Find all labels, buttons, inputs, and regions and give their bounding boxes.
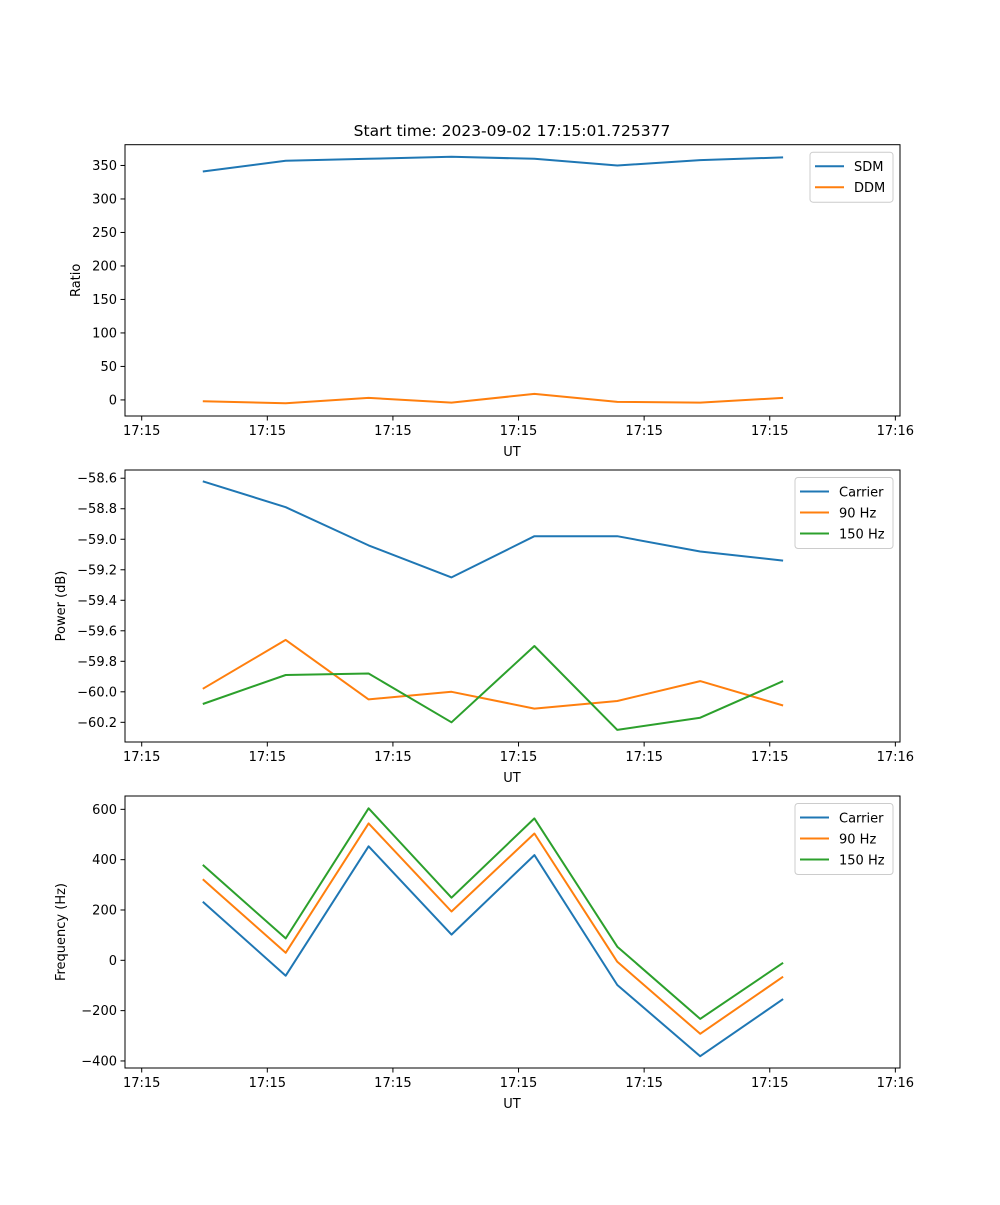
x-tick-label: 17:15 <box>751 424 788 439</box>
y-tick-label: −58.6 <box>77 472 117 487</box>
y-tick-label: 250 <box>92 226 117 241</box>
y-tick-label: 300 <box>92 192 117 207</box>
y-tick-label: −59.8 <box>77 655 117 670</box>
x-tick-label: 17:15 <box>374 424 411 439</box>
x-axis-label: UT <box>503 771 521 786</box>
x-tick-label: 17:16 <box>877 424 914 439</box>
y-tick-label: 350 <box>92 159 117 174</box>
axes-frame <box>125 796 900 1068</box>
y-tick-label: 200 <box>92 259 117 274</box>
y-tick-label: 200 <box>92 903 117 918</box>
x-tick-label: 17:15 <box>500 750 537 765</box>
legend-label: 150 Hz <box>839 854 885 869</box>
legend-label: Carrier <box>839 486 884 501</box>
series-line-carrier <box>203 481 783 577</box>
series-line-150-hz <box>203 646 783 730</box>
legend-label: 90 Hz <box>839 507 876 522</box>
y-tick-label: −58.8 <box>77 502 117 517</box>
x-tick-label: 17:15 <box>249 750 286 765</box>
x-tick-label: 17:15 <box>249 424 286 439</box>
x-tick-label: 17:15 <box>625 1076 662 1091</box>
x-tick-label: 17:15 <box>625 750 662 765</box>
x-axis-label: UT <box>503 1097 521 1112</box>
x-tick-label: 17:15 <box>123 424 160 439</box>
x-tick-label: 17:16 <box>877 750 914 765</box>
y-tick-label: −400 <box>81 1054 117 1069</box>
x-tick-label: 17:15 <box>751 1076 788 1091</box>
axes-frame <box>125 145 900 416</box>
y-axis-label: Power (dB) <box>54 571 69 642</box>
legend-label: Carrier <box>839 812 884 827</box>
chart-title: Start time: 2023-09-02 17:15:01.725377 <box>354 122 671 140</box>
y-tick-label: −60.2 <box>77 716 117 731</box>
y-tick-label: 600 <box>92 803 117 818</box>
y-tick-label: −60.0 <box>77 685 117 700</box>
series-line-sdm <box>203 157 783 172</box>
x-tick-label: 17:15 <box>374 750 411 765</box>
y-tick-label: 0 <box>109 954 117 969</box>
legend-label: 90 Hz <box>839 833 876 848</box>
y-tick-label: −59.2 <box>77 563 117 578</box>
x-tick-label: 17:15 <box>500 1076 537 1091</box>
series-line-90-hz <box>203 823 783 1033</box>
y-tick-label: −200 <box>81 1004 117 1019</box>
y-tick-label: 0 <box>109 393 117 408</box>
y-tick-label: −59.0 <box>77 533 117 548</box>
legend-label: DDM <box>854 181 885 196</box>
legend-label: 150 Hz <box>839 528 885 543</box>
x-tick-label: 17:15 <box>751 750 788 765</box>
y-tick-label: 150 <box>92 293 117 308</box>
x-axis-label: UT <box>503 445 521 460</box>
series-line-ddm <box>203 394 783 403</box>
y-tick-label: 400 <box>92 853 117 868</box>
y-tick-label: −59.6 <box>77 624 117 639</box>
x-tick-label: 17:15 <box>123 750 160 765</box>
x-tick-label: 17:15 <box>123 1076 160 1091</box>
series-line-carrier <box>203 846 783 1056</box>
legend-label: SDM <box>854 160 883 175</box>
x-tick-label: 17:15 <box>374 1076 411 1091</box>
x-tick-label: 17:15 <box>249 1076 286 1091</box>
y-tick-label: 50 <box>100 360 117 375</box>
y-axis-label: Frequency (Hz) <box>54 883 69 981</box>
series-line-150-hz <box>203 808 783 1019</box>
x-tick-label: 17:15 <box>625 424 662 439</box>
y-axis-label: Ratio <box>69 264 84 297</box>
x-tick-label: 17:15 <box>500 424 537 439</box>
x-tick-label: 17:16 <box>877 1076 914 1091</box>
axes-frame <box>125 470 900 742</box>
y-tick-label: −59.4 <box>77 594 117 609</box>
y-tick-label: 100 <box>92 326 117 341</box>
